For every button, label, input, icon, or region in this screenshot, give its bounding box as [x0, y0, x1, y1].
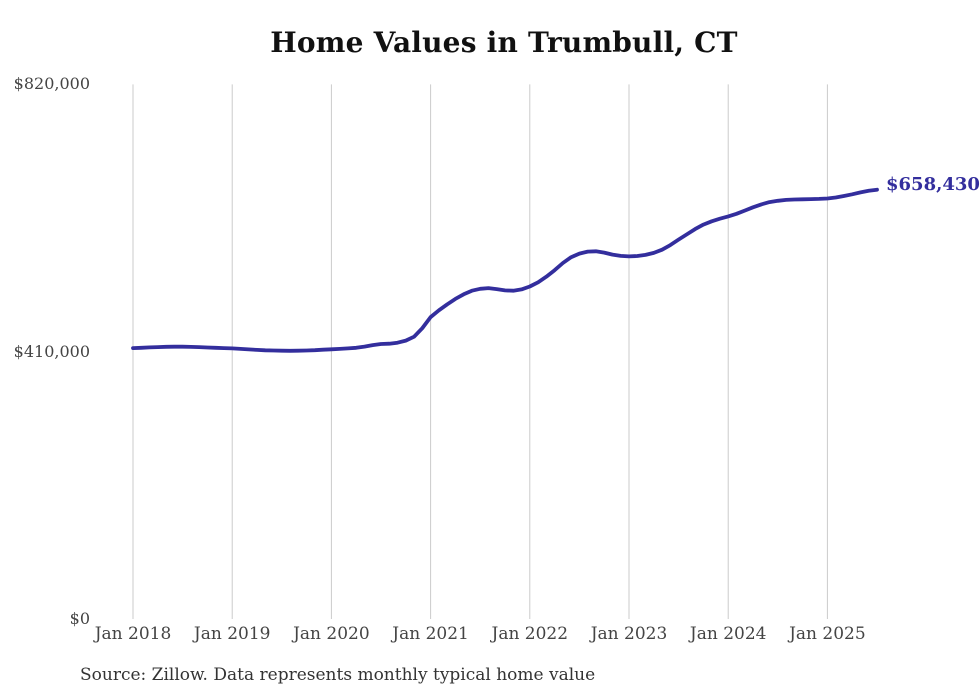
x-axis-tick-label: Jan 2023	[590, 624, 668, 644]
current-value-label: $658,430	[886, 174, 980, 195]
y-axis-tick-label: $0	[69, 609, 90, 628]
x-axis-tick-label: Jan 2022	[491, 624, 569, 644]
y-axis-tick-label: $410,000	[13, 341, 90, 361]
x-axis-tick-label: Jan 2019	[193, 624, 271, 644]
x-axis-tick-label: Jan 2018	[94, 624, 172, 644]
gridlines	[132, 84, 828, 619]
source-note: Source: Zillow. Data represents monthly …	[80, 665, 596, 685]
x-axis-tick-label: Jan 2024	[689, 624, 767, 644]
x-axis-tick-label: Jan 2020	[293, 624, 370, 644]
home-value-line	[131, 187, 879, 353]
y-axis-tick-label: $820,000	[13, 74, 90, 94]
x-axis-tick-label: Jan 2021	[392, 624, 469, 644]
chart-title: Home Values in Trumbull, CT	[270, 26, 738, 59]
x-axis-tick-label: Jan 2025	[789, 624, 866, 644]
